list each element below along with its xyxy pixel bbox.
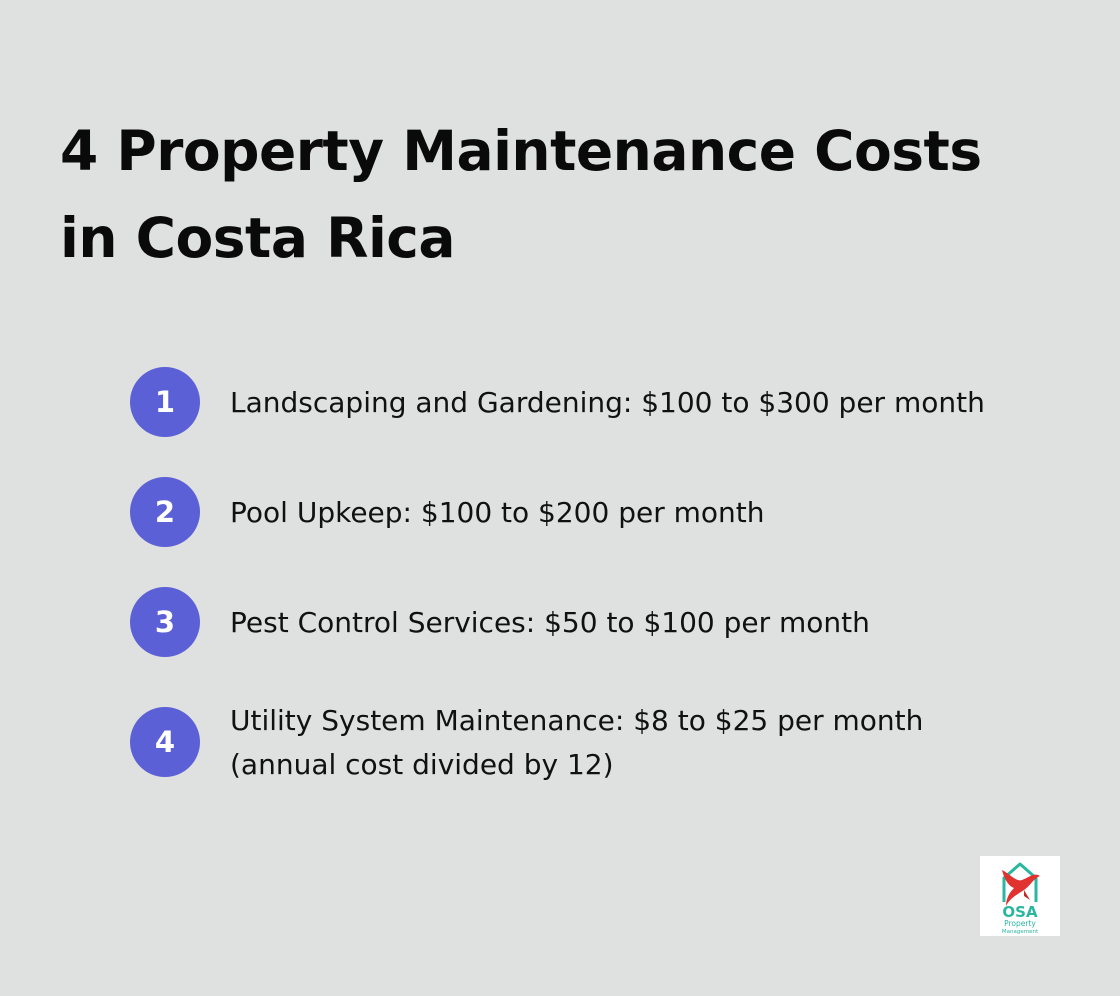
number-badge-4: 4 — [130, 707, 200, 777]
item-text-4-line-1: Utility System Maintenance: $8 to $25 pe… — [230, 704, 924, 737]
item-text-4-line-2: (annual cost divided by 12) — [230, 748, 614, 781]
page-title: 4 Property Maintenance Costs in Costa Ri… — [60, 108, 1060, 282]
house-bird-logo-icon: OSA Property Management — [1002, 862, 1040, 935]
item-text-2: Pool Upkeep: $100 to $200 per month — [230, 491, 1030, 535]
logo-line-3: Management — [1002, 929, 1039, 935]
title-line-1: 4 Property Maintenance Costs — [60, 119, 982, 183]
list-item-3: 3 Pest Control Services: $50 to $100 per… — [130, 587, 1090, 659]
logo-line-2: Property — [1004, 919, 1036, 928]
number-badge-3: 3 — [130, 587, 200, 657]
item-text-3-line-1: Pest Control Services: $50 to $100 per m… — [230, 606, 870, 639]
item-text-2-line-1: Pool Upkeep: $100 to $200 per month — [230, 496, 765, 529]
list-item-2: 2 Pool Upkeep: $100 to $200 per month — [130, 477, 1090, 549]
item-text-1-line-1: Landscaping and Gardening: $100 to $300 … — [230, 386, 985, 419]
number-badge-1: 1 — [130, 367, 200, 437]
number-badge-2: 2 — [130, 477, 200, 547]
logo-name: OSA — [1002, 903, 1038, 921]
list-item-1: 1 Landscaping and Gardening: $100 to $30… — [130, 367, 1090, 439]
title-line-2: in Costa Rica — [60, 206, 456, 270]
item-text-3: Pest Control Services: $50 to $100 per m… — [230, 601, 1030, 645]
list-item-4: 4 Utility System Maintenance: $8 to $25 … — [130, 704, 1090, 781]
osa-logo: OSA Property Management — [980, 856, 1060, 936]
item-text-1: Landscaping and Gardening: $100 to $300 … — [230, 381, 1030, 425]
item-text-4: Utility System Maintenance: $8 to $25 pe… — [230, 699, 1030, 787]
